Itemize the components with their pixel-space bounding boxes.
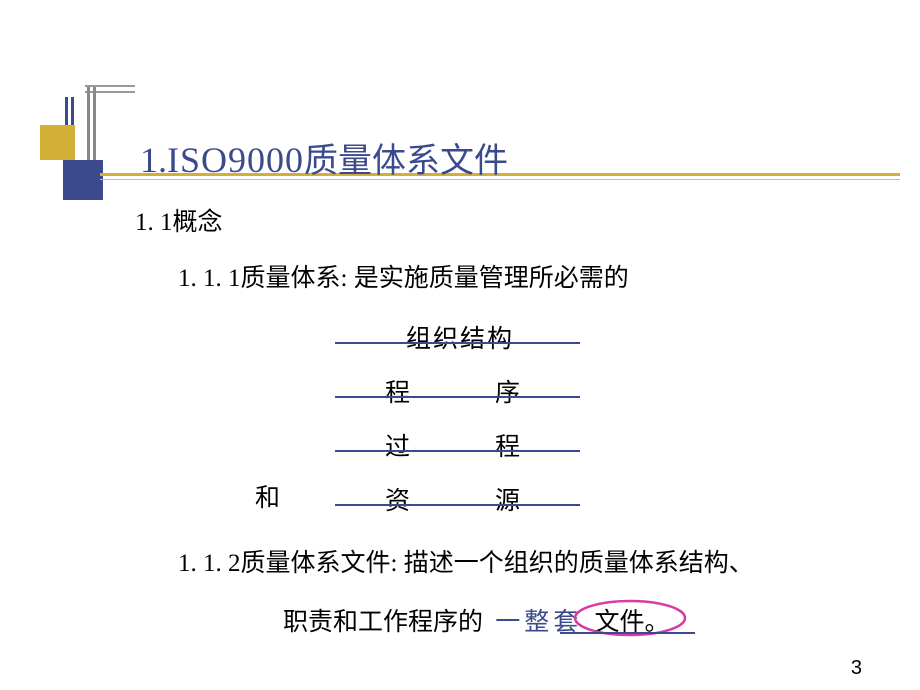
section-1-1-2-line1: 1. 1. 2质量体系文件: 描述一个组织的质量体系结构、 [178, 546, 754, 581]
divider-line [335, 342, 580, 344]
page-number: 3 [851, 657, 862, 680]
divider-line [335, 504, 580, 506]
divider-line [335, 396, 580, 398]
title-text: 质量体系文件 [304, 143, 508, 180]
center-text: 过 [385, 427, 410, 463]
section-1-1-1: 1. 1. 1质量体系: 是实施质量管理所必需的 [178, 258, 629, 294]
center-row-2: 程 序 [330, 364, 590, 418]
title-iso: ISO9000 [167, 140, 304, 180]
underline-circled [560, 632, 695, 634]
center-row-3: 过 程 [330, 418, 590, 472]
center-row-1: 组织结构 [330, 310, 590, 364]
center-text: 资 [385, 481, 410, 517]
divider-line [335, 450, 580, 452]
center-text: 序 [495, 373, 520, 409]
center-text: 程 [495, 427, 520, 463]
center-row-4: 资 源 [330, 472, 590, 526]
center-text: 组织结构 [330, 319, 590, 355]
line2-pre: 职责和工作程序的 [283, 609, 483, 636]
center-text: 程 [385, 373, 410, 409]
decorative-corner [15, 85, 145, 195]
title-number: 1. [140, 140, 167, 180]
section-1-1: 1. 1概念 [135, 202, 223, 238]
and-label: 和 [255, 478, 280, 514]
center-text: 源 [495, 481, 520, 517]
page-title: 1.ISO9000质量体系文件 [140, 133, 508, 182]
